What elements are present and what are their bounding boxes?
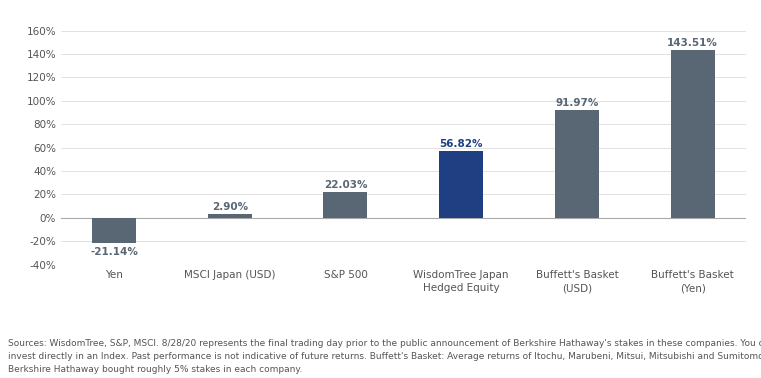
Text: 56.82%: 56.82% <box>439 139 483 149</box>
Text: Sources: WisdomTree, S&P, MSCI. 8/28/20 represents the final trading day prior t: Sources: WisdomTree, S&P, MSCI. 8/28/20 … <box>8 339 761 374</box>
Text: 22.03%: 22.03% <box>323 180 368 190</box>
Bar <box>439 151 483 218</box>
Text: -21.14%: -21.14% <box>90 246 138 257</box>
Bar <box>555 110 599 218</box>
Bar <box>670 50 715 218</box>
Text: 2.90%: 2.90% <box>212 202 248 212</box>
Bar <box>323 192 368 218</box>
Bar <box>208 214 252 218</box>
Text: 143.51%: 143.51% <box>667 37 718 48</box>
Text: 91.97%: 91.97% <box>556 98 599 108</box>
Bar <box>92 218 136 243</box>
